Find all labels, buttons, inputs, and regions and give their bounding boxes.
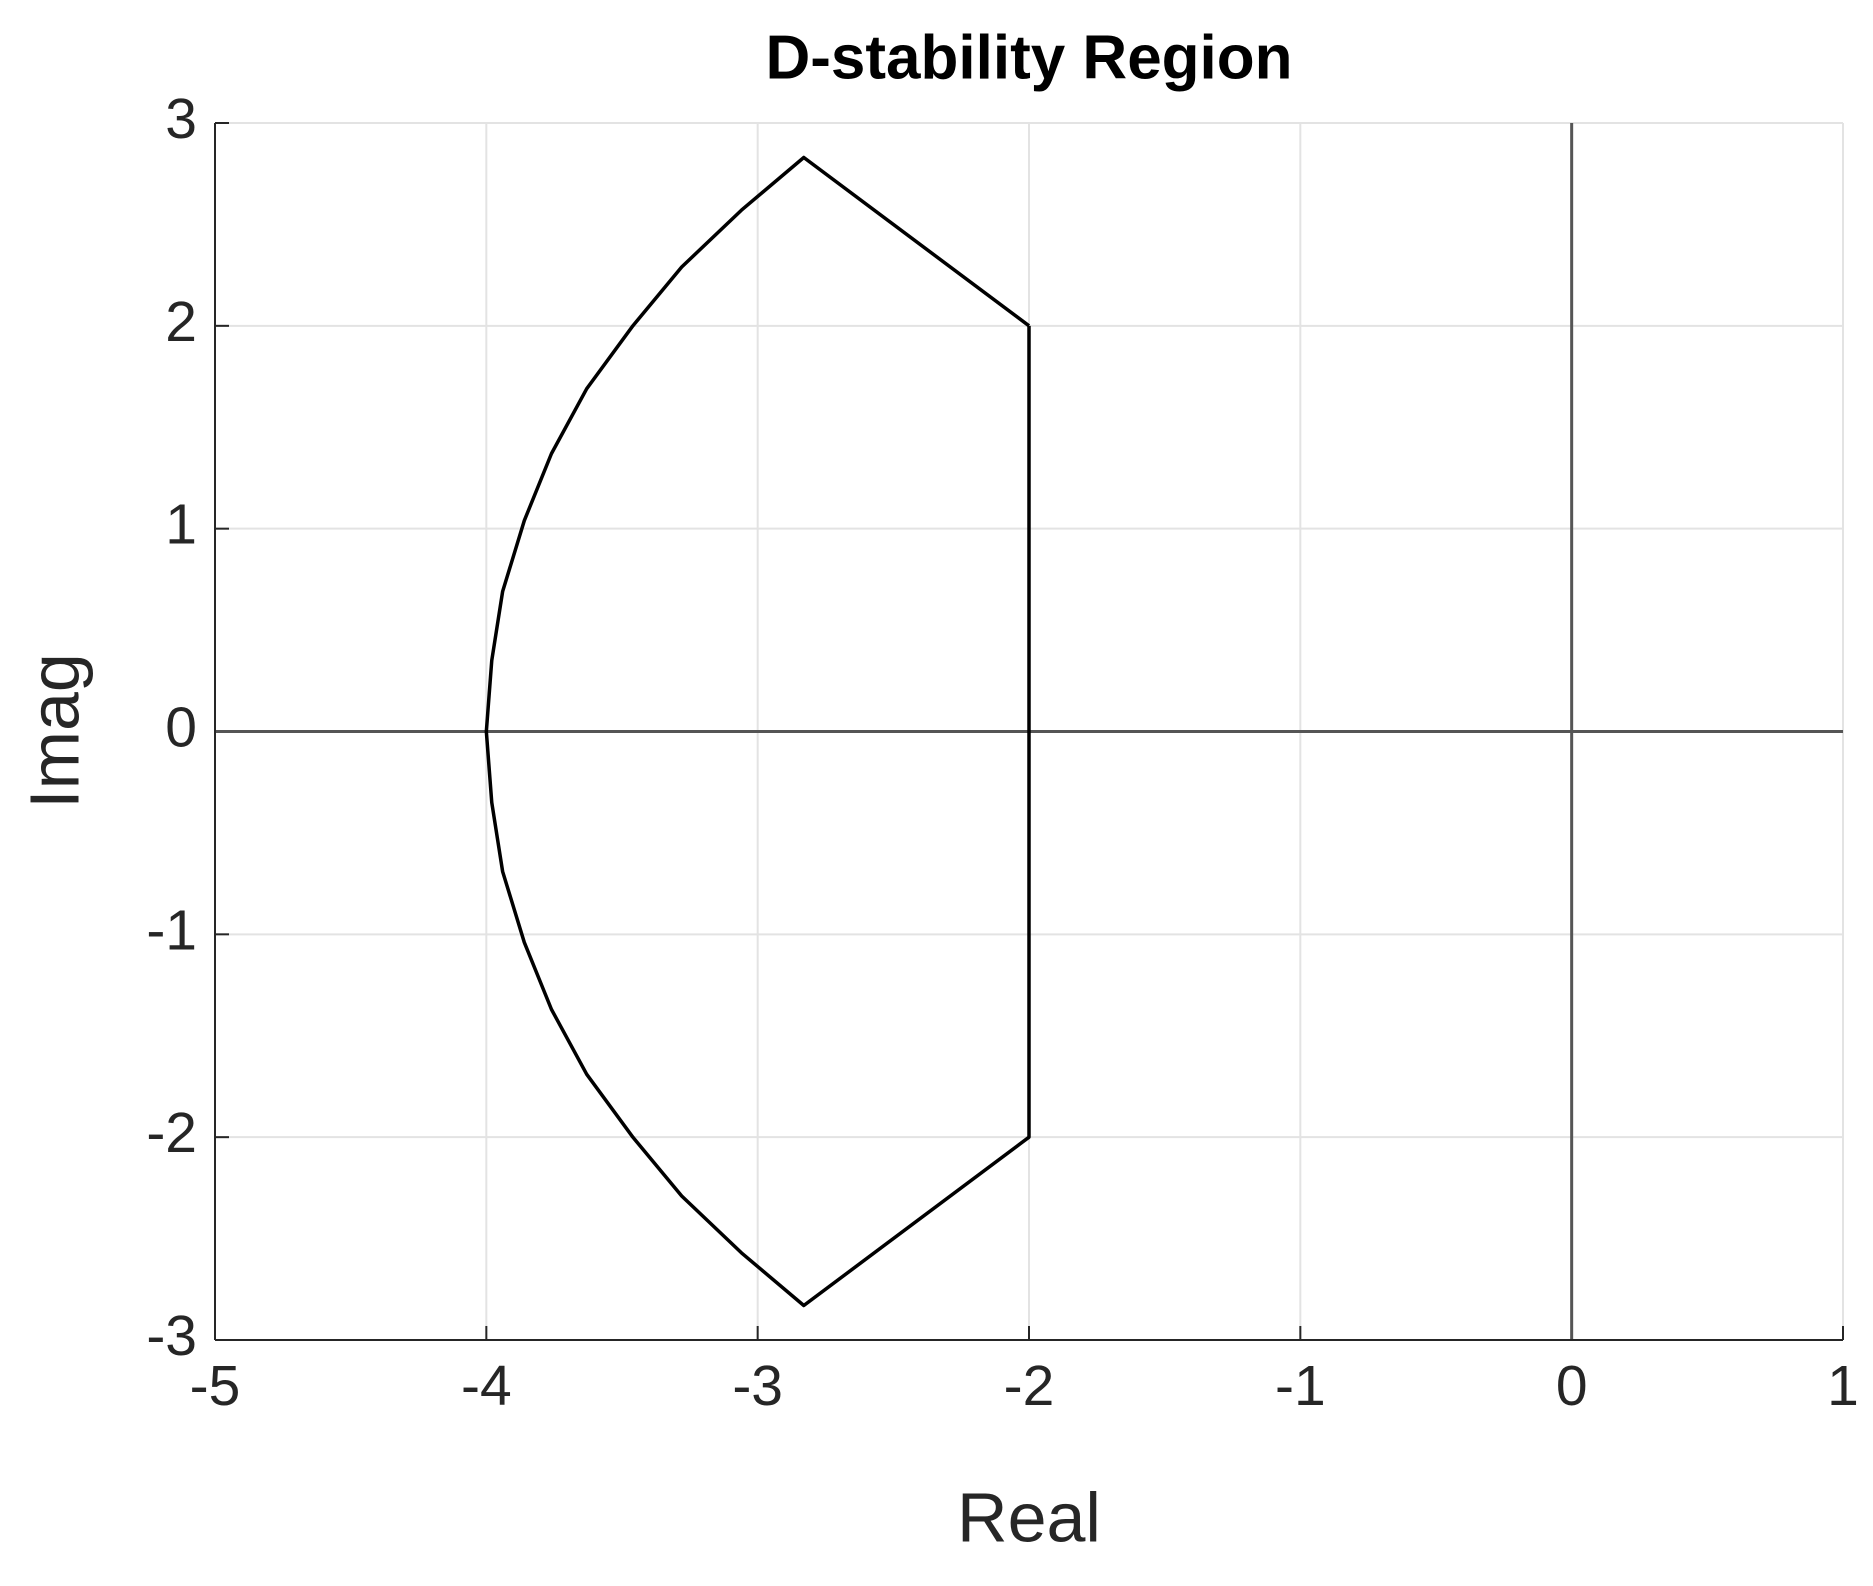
y-tick-label: 2 <box>165 290 197 354</box>
x-tick-label: -1 <box>1275 1354 1326 1418</box>
x-tick-label: 1 <box>1827 1354 1859 1418</box>
y-tick-label: 1 <box>165 493 197 557</box>
chart-title: D-stability Region <box>765 23 1292 92</box>
y-axis-label: Imag <box>15 653 93 809</box>
x-tick-label: -5 <box>190 1354 241 1418</box>
x-tick-label: -2 <box>1004 1354 1055 1418</box>
x-tick-label: -4 <box>461 1354 512 1418</box>
x-axis-label: Real <box>957 1478 1101 1556</box>
region-boundary <box>484 155 1031 1308</box>
x-tick-label: -3 <box>732 1354 783 1418</box>
y-tick-label: -2 <box>146 1101 197 1165</box>
y-tick-label: -3 <box>146 1304 197 1368</box>
y-tick-label: 0 <box>165 696 197 760</box>
y-tick-label: -1 <box>146 898 197 962</box>
x-tick-label: 0 <box>1556 1354 1588 1418</box>
y-tick-label: 3 <box>165 87 197 151</box>
